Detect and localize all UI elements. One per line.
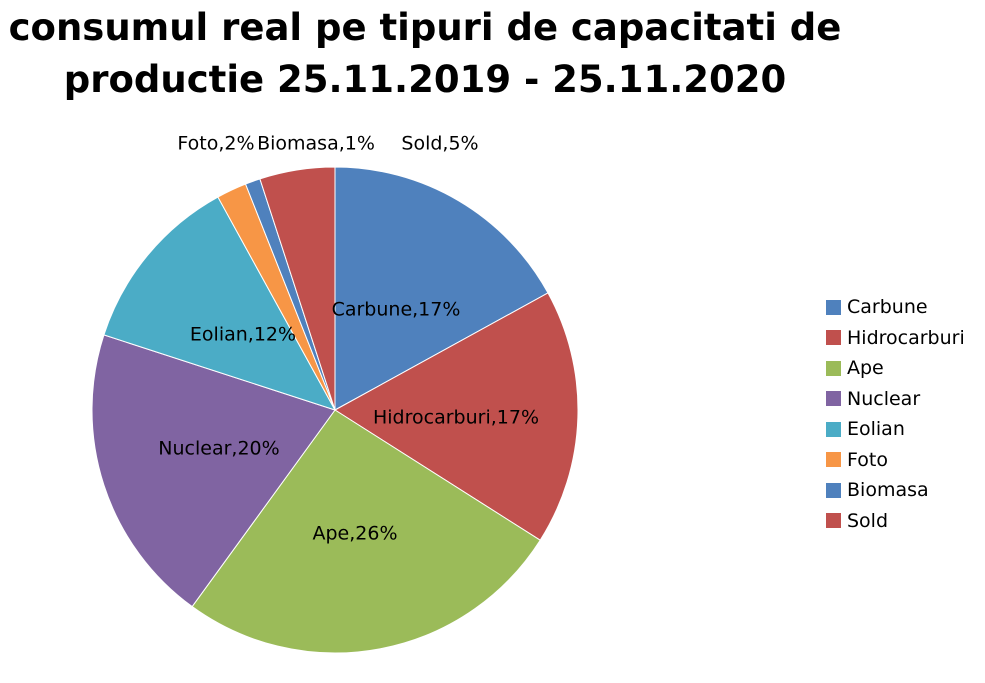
chart-legend: Carbune Hidrocarburi Ape Nuclear Eolian Foto B… — [826, 292, 965, 536]
slice-label-carbune: Carbune,17% — [332, 299, 461, 321]
legend-label: Foto — [847, 448, 888, 471]
legend-swatch — [826, 482, 841, 498]
legend-swatch — [826, 421, 841, 437]
legend-swatch — [826, 391, 841, 407]
legend-swatch — [826, 330, 841, 346]
legend-item-hidrocarburi: Hidrocarburi — [826, 323, 965, 354]
legend-item-biomasa: Biomasa — [826, 475, 965, 506]
slice-label-ape: Ape,26% — [312, 523, 397, 545]
legend-swatch — [826, 452, 841, 468]
pie-slice-carbune — [334, 166, 549, 411]
chart-title-line-2: productie 25.11.2019 - 25.11.2020 — [63, 58, 787, 101]
legend-item-foto: Foto — [826, 445, 965, 476]
pie-slice-ape — [191, 409, 541, 654]
pie-slice-sold — [259, 166, 336, 411]
legend-item-nuclear: Nuclear — [826, 384, 965, 415]
pie-slice-eolian — [103, 196, 337, 411]
pie-slices — [91, 166, 579, 654]
slice-label-biomasa: Biomasa,1% — [257, 133, 375, 155]
legend-label: Eolian — [847, 418, 905, 441]
legend-label: Sold — [847, 509, 889, 532]
legend-item-carbune: Carbune — [826, 292, 965, 323]
legend-label: Hidrocarburi — [847, 326, 965, 349]
slice-label-nuclear: Nuclear,20% — [158, 438, 279, 460]
chart-title-line-1: consumul real pe tipuri de capacitati de — [8, 6, 842, 49]
legend-label: Carbune — [847, 296, 928, 319]
legend-label: Biomasa — [847, 479, 929, 502]
legend-swatch — [826, 513, 841, 529]
legend-label: Nuclear — [847, 387, 921, 410]
slice-label-sold: Sold,5% — [401, 133, 478, 155]
pie-slice-nuclear — [91, 334, 336, 608]
slice-label-eolian: Eolian,12% — [190, 324, 296, 346]
legend-swatch — [826, 299, 841, 315]
pie-labels: Carbune,17% Hidrocarburi,17% Ape,26% Nuclea… — [158, 133, 539, 545]
legend-label: Ape — [847, 357, 884, 380]
pie-slice-hidrocarburi — [334, 292, 579, 541]
slice-label-foto: Foto,2% — [177, 133, 254, 155]
legend-item-ape: Ape — [826, 353, 965, 384]
legend-swatch — [826, 360, 841, 376]
chart-title: consumul real pe tipuri de capacitati de… — [0, 2, 850, 106]
slice-label-hidrocarburi: Hidrocarburi,17% — [373, 407, 539, 429]
legend-item-eolian: Eolian — [826, 414, 965, 445]
legend-item-sold: Sold — [826, 506, 965, 537]
